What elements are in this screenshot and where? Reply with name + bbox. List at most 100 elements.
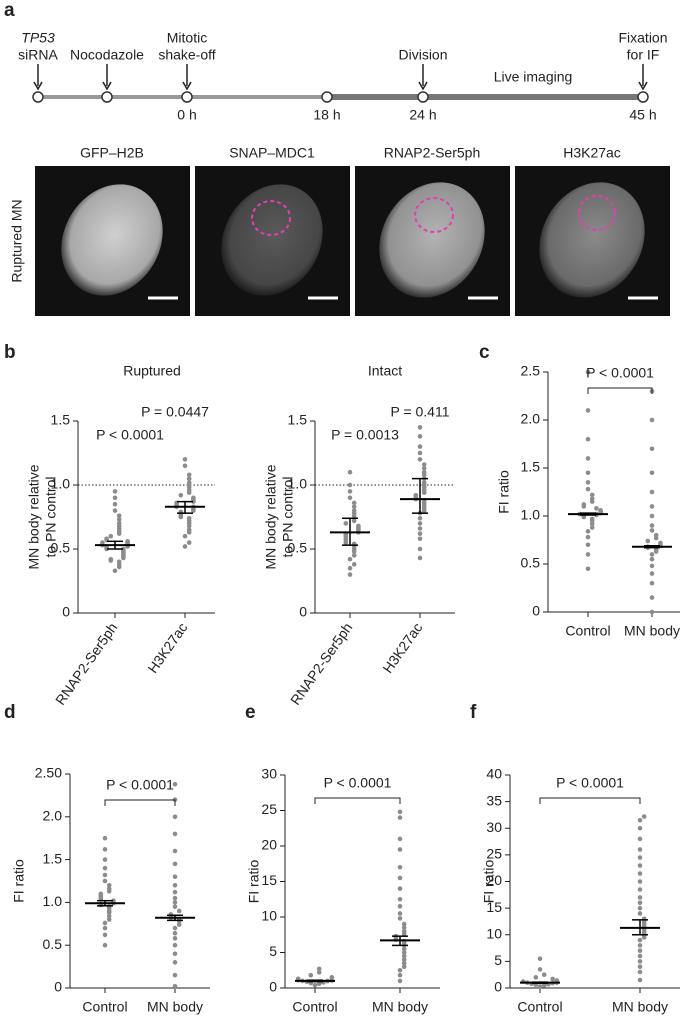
data-point <box>397 916 403 921</box>
y-tick-label: 1.5 <box>43 850 63 866</box>
x-tick-label: Control <box>82 999 127 1015</box>
y-tick-label: 0.5 <box>51 540 71 556</box>
data-point <box>172 882 178 888</box>
data-point <box>172 861 178 867</box>
panel-letter: b <box>4 342 16 363</box>
panel-letter: a <box>4 0 15 21</box>
y-axis-label: to PN control <box>43 477 59 558</box>
time-label: 18 h <box>313 107 340 123</box>
data-point <box>417 425 423 430</box>
data-point <box>186 472 192 478</box>
data-point <box>172 904 178 909</box>
data-point <box>112 501 118 507</box>
chart-title: Ruptured <box>123 363 181 379</box>
p-value: P = 0.0447 <box>141 404 209 420</box>
data-point <box>172 895 178 901</box>
data-point <box>637 817 643 823</box>
data-point <box>594 506 599 511</box>
data-point <box>537 967 543 972</box>
y-tick-label: 0 <box>494 979 502 995</box>
data-point <box>649 513 655 519</box>
data-point <box>112 495 118 501</box>
arrow-head <box>418 81 428 91</box>
event-label: Nocodazole <box>70 47 144 63</box>
y-tick-label: 1.0 <box>521 507 541 523</box>
dot-plot: 0 5 10 15 20 25 30 35 40 FI ratio Control MN body P … <box>481 766 680 1015</box>
y-tick-label: 0.5 <box>43 936 63 952</box>
y-tick-label: 10 <box>486 925 502 941</box>
data-point <box>186 476 192 481</box>
panel-letter: e <box>245 702 256 723</box>
data-point <box>182 544 188 549</box>
segment-label: Live imaging <box>494 69 573 85</box>
data-point <box>102 872 108 878</box>
data-point <box>397 809 403 815</box>
y-tick-label: 2.5 <box>521 363 541 379</box>
y-tick-label: 0 <box>532 603 540 619</box>
data-point <box>102 835 108 841</box>
data-point <box>347 556 353 562</box>
data-point <box>637 959 643 964</box>
y-tick-label: 1.5 <box>288 412 308 428</box>
data-point <box>417 546 423 552</box>
x-tick-label: Control <box>517 999 562 1015</box>
data-point <box>351 500 357 506</box>
data-point <box>98 891 104 897</box>
y-tick-label: 5 <box>269 943 277 959</box>
data-point <box>102 925 108 931</box>
data-point <box>421 480 427 485</box>
data-point <box>329 975 335 980</box>
x-tick-label: Control <box>565 623 610 639</box>
data-point <box>637 871 643 876</box>
data-point <box>585 456 591 461</box>
data-point <box>172 925 178 931</box>
y-tick-label: 15 <box>486 899 502 915</box>
data-point <box>172 960 178 965</box>
arrow-head <box>102 81 112 91</box>
y-tick-label: 30 <box>261 766 277 782</box>
data-point <box>401 950 407 955</box>
dot-plot: 0 0.5 1.0 1.5 2.0 2.5 FI ratio Control MN body P … <box>496 363 680 639</box>
data-point <box>401 957 407 962</box>
data-point <box>649 523 655 528</box>
data-point <box>401 928 407 934</box>
nucleus <box>61 184 163 296</box>
data-point <box>421 462 427 467</box>
data-point <box>347 482 353 488</box>
data-point <box>316 981 322 987</box>
x-tick-label: RNAP2-Ser5ph <box>52 620 120 708</box>
data-point <box>649 528 655 533</box>
data-point <box>417 536 423 542</box>
nucleus <box>379 182 485 298</box>
data-point <box>172 874 178 880</box>
dot-plot: 0 0.5 1.0 1.5 Intact MN body relative to PN co… <box>263 363 455 708</box>
y-tick-label: 1.5 <box>51 412 71 428</box>
mn-outline <box>414 197 454 233</box>
data-point <box>186 527 192 533</box>
arrow-head <box>33 81 43 91</box>
data-point <box>191 495 196 501</box>
data-point <box>585 436 591 442</box>
row-label: Ruptured MN <box>9 199 25 282</box>
y-tick-label: 20 <box>261 837 277 853</box>
p-value: P < 0.0001 <box>556 775 624 791</box>
data-point <box>653 532 659 538</box>
time-label: 0 h <box>177 107 196 123</box>
data-point <box>100 540 105 545</box>
data-point <box>186 540 192 545</box>
data-point <box>102 920 108 926</box>
data-point <box>176 908 182 914</box>
data-point <box>401 925 407 930</box>
data-point <box>172 814 178 820</box>
arrow-head <box>638 81 648 91</box>
data-point <box>537 956 543 962</box>
data-point <box>637 847 643 852</box>
data-point <box>347 572 353 577</box>
data-point <box>106 917 112 922</box>
y-tick-label: 5 <box>494 952 502 968</box>
data-point <box>397 904 403 909</box>
time-label: 45 h <box>629 107 656 123</box>
data-point <box>645 538 651 544</box>
data-point <box>351 508 357 513</box>
